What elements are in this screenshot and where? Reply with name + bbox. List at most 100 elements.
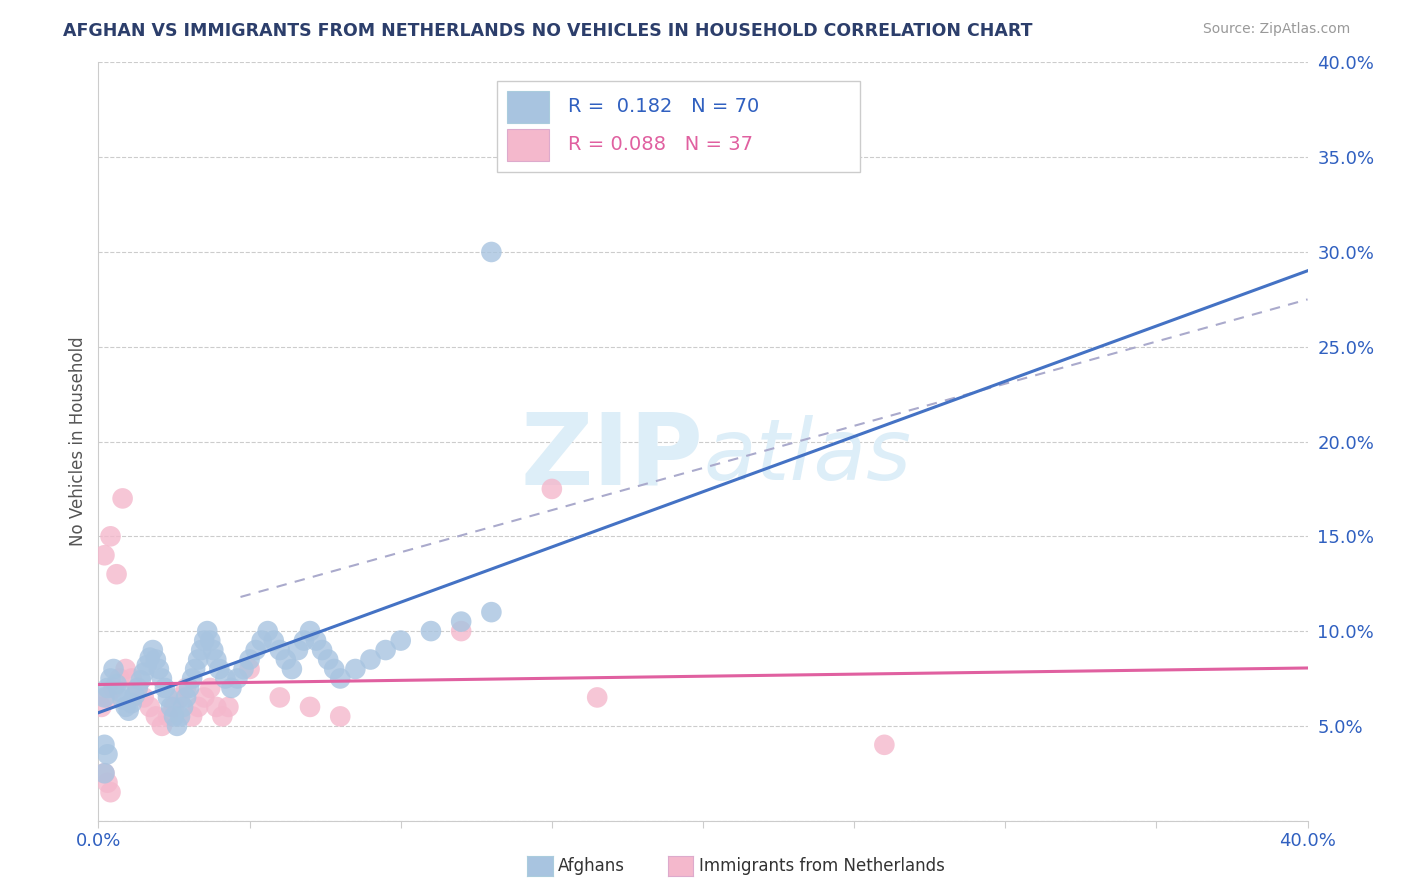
Text: atlas: atlas bbox=[703, 415, 911, 499]
Text: Source: ZipAtlas.com: Source: ZipAtlas.com bbox=[1202, 22, 1350, 37]
Point bbox=[139, 699, 162, 714]
Point bbox=[108, 685, 131, 699]
Point bbox=[108, 672, 131, 686]
Point bbox=[193, 633, 215, 648]
Point bbox=[93, 766, 115, 780]
Point bbox=[323, 662, 346, 676]
Point bbox=[174, 681, 197, 695]
Point bbox=[232, 662, 254, 676]
Point bbox=[96, 776, 118, 790]
Point bbox=[420, 624, 443, 639]
Point bbox=[163, 709, 186, 723]
Point bbox=[96, 681, 118, 695]
Text: R = 0.088   N = 37: R = 0.088 N = 37 bbox=[568, 135, 752, 153]
Point bbox=[329, 672, 352, 686]
Point bbox=[202, 643, 225, 657]
Point bbox=[114, 699, 136, 714]
Point bbox=[156, 709, 179, 723]
Point bbox=[150, 719, 173, 733]
Text: Immigrants from Netherlands: Immigrants from Netherlands bbox=[699, 857, 945, 875]
Point bbox=[179, 681, 201, 695]
Point bbox=[226, 672, 249, 686]
Point bbox=[245, 643, 267, 657]
Point bbox=[195, 624, 218, 639]
Point bbox=[329, 709, 352, 723]
Point bbox=[124, 689, 146, 703]
Point bbox=[205, 652, 228, 666]
Point bbox=[208, 662, 231, 676]
Point bbox=[292, 633, 315, 648]
Point bbox=[111, 692, 134, 706]
Point bbox=[103, 662, 125, 676]
Point bbox=[305, 633, 328, 648]
Point bbox=[263, 633, 285, 648]
Point bbox=[153, 681, 176, 695]
Point bbox=[269, 690, 291, 705]
Point bbox=[93, 548, 115, 563]
Point bbox=[163, 699, 186, 714]
Point bbox=[281, 662, 304, 676]
Point bbox=[96, 747, 118, 762]
Point bbox=[142, 643, 165, 657]
Point bbox=[156, 690, 179, 705]
Point bbox=[111, 491, 134, 506]
Point bbox=[187, 652, 209, 666]
Point bbox=[172, 699, 194, 714]
Point bbox=[100, 785, 122, 799]
Point bbox=[200, 633, 222, 648]
Point bbox=[374, 643, 396, 657]
Point bbox=[269, 643, 291, 657]
Point bbox=[873, 738, 896, 752]
Point bbox=[360, 652, 382, 666]
Point bbox=[105, 567, 128, 582]
Point bbox=[93, 690, 115, 705]
Point bbox=[121, 672, 143, 686]
Point bbox=[274, 652, 297, 666]
Point bbox=[169, 709, 191, 723]
Point bbox=[174, 690, 197, 705]
Point bbox=[150, 672, 173, 686]
Point bbox=[190, 643, 212, 657]
Point bbox=[344, 662, 367, 676]
Point bbox=[181, 709, 204, 723]
Point bbox=[160, 699, 183, 714]
Text: Afghans: Afghans bbox=[558, 857, 626, 875]
Text: ZIP: ZIP bbox=[520, 409, 703, 505]
Point bbox=[256, 624, 278, 639]
Point bbox=[481, 244, 503, 259]
Point bbox=[169, 690, 191, 705]
Text: AFGHAN VS IMMIGRANTS FROM NETHERLANDS NO VEHICLES IN HOUSEHOLD CORRELATION CHART: AFGHAN VS IMMIGRANTS FROM NETHERLANDS NO… bbox=[63, 22, 1033, 40]
Point bbox=[311, 643, 333, 657]
Point bbox=[105, 677, 128, 691]
Point bbox=[139, 650, 162, 665]
Point bbox=[586, 690, 609, 705]
Point bbox=[389, 633, 412, 648]
Point bbox=[481, 605, 503, 619]
Point bbox=[129, 673, 152, 688]
Point bbox=[121, 696, 143, 710]
Point bbox=[118, 704, 141, 718]
Point bbox=[214, 672, 236, 686]
Point bbox=[132, 665, 155, 680]
Bar bbox=[508, 91, 550, 123]
Point bbox=[450, 615, 472, 629]
Point bbox=[211, 709, 233, 723]
Point bbox=[181, 672, 204, 686]
Point bbox=[166, 719, 188, 733]
Point bbox=[93, 738, 115, 752]
Point bbox=[250, 633, 273, 648]
Bar bbox=[508, 129, 550, 161]
Point bbox=[193, 690, 215, 705]
Point bbox=[217, 699, 239, 714]
Point bbox=[96, 690, 118, 705]
Point bbox=[450, 624, 472, 639]
Point bbox=[132, 690, 155, 705]
Point bbox=[145, 652, 167, 666]
Point bbox=[90, 699, 112, 714]
Point bbox=[100, 529, 122, 543]
Y-axis label: No Vehicles in Household: No Vehicles in Household bbox=[69, 336, 87, 547]
Point bbox=[200, 681, 222, 695]
Point bbox=[221, 681, 243, 695]
Point bbox=[103, 681, 125, 695]
Point bbox=[93, 766, 115, 780]
